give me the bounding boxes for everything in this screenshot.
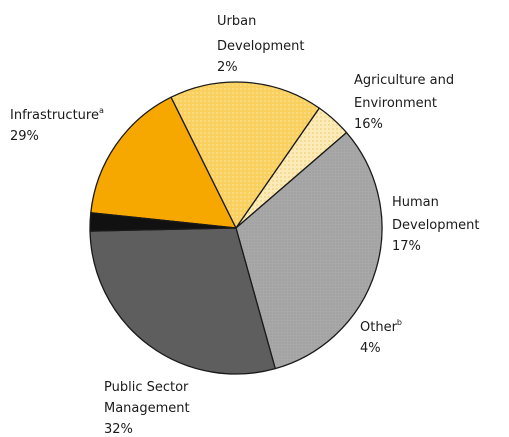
label-urban-line1: Urban	[217, 14, 256, 29]
label-other-line1: Otherb	[360, 318, 402, 335]
label-public-value: 32%	[104, 422, 133, 437]
label-infra-line1: Infrastructurea	[10, 106, 104, 123]
label-other-footnote: b	[397, 318, 402, 327]
label-urban-value: 2%	[217, 60, 238, 75]
pie-slice-human-development	[170, 81, 320, 229]
label-other: Otherb 4%	[360, 318, 402, 356]
label-infra-name: Infrastructure	[10, 108, 99, 123]
label-agri-value: 16%	[354, 117, 383, 132]
label-public-line2: Management	[104, 401, 190, 416]
label-human-line2: Development	[392, 218, 480, 233]
pie-slice-urban-development	[89, 212, 237, 232]
label-public-line1: Public Sector	[104, 380, 189, 395]
label-human-line1: Human	[392, 195, 439, 210]
label-infra-value: 29%	[10, 129, 39, 144]
label-agri-line1: Agriculture and	[354, 73, 454, 88]
label-infrastructure: Infrastructurea 29%	[10, 106, 104, 144]
label-agriculture-environment: Agriculture and Environment 16%	[354, 73, 454, 132]
label-public-sector-management: Public Sector Management 32%	[104, 380, 190, 437]
label-other-name: Other	[360, 320, 398, 335]
label-agri-line2: Environment	[354, 96, 437, 111]
pie-slice-agriculture-and-environment	[90, 96, 237, 229]
pie-slices	[89, 81, 383, 375]
label-other-value: 4%	[360, 341, 381, 356]
pie-slice-infrastructure	[89, 227, 276, 375]
label-infra-footnote: a	[99, 106, 104, 115]
pie-slice-public-sector-management	[235, 131, 383, 370]
label-urban-line2: Development	[217, 39, 305, 54]
label-human-value: 17%	[392, 239, 421, 254]
label-urban-development: Urban Development 2%	[217, 14, 305, 75]
label-human-development: Human Development 17%	[392, 195, 480, 254]
